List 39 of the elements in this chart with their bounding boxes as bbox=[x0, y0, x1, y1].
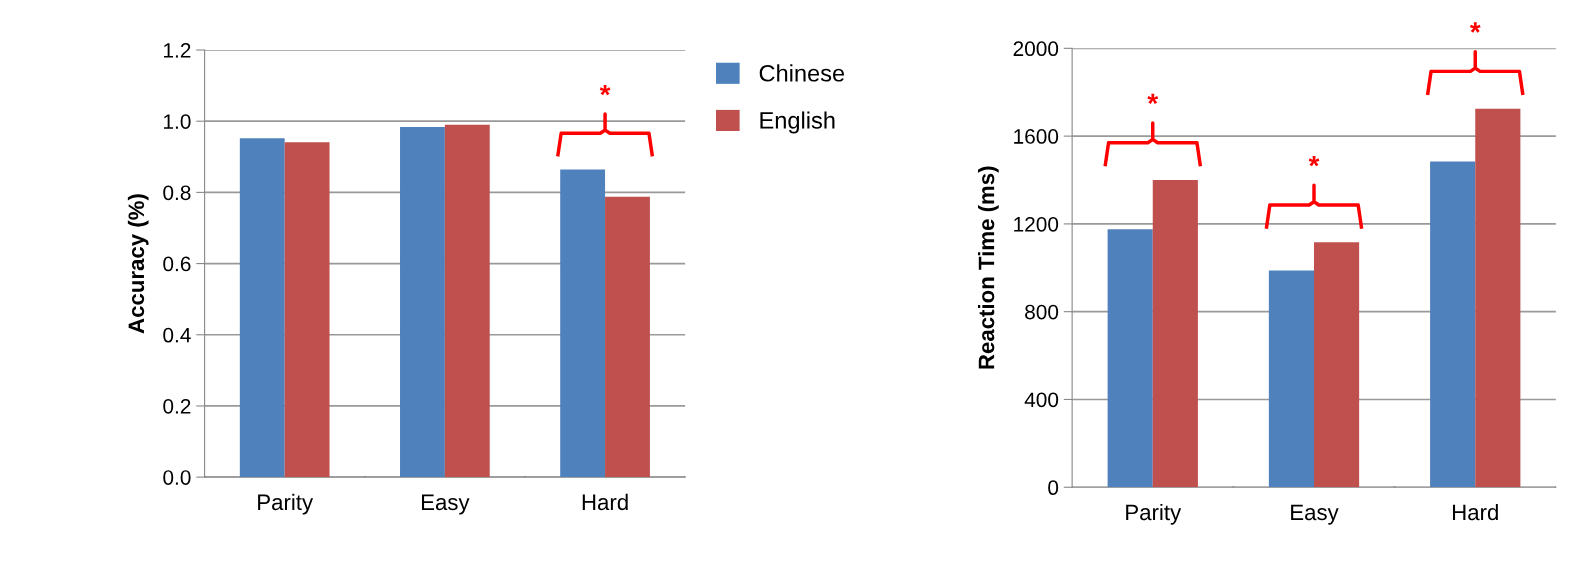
annotation: * bbox=[1147, 93, 1159, 105]
bar bbox=[1152, 180, 1198, 488]
y-tick-label: 1.0 bbox=[164, 114, 191, 129]
y-tick-label: 0.6 bbox=[163, 256, 191, 272]
y-tick-label: 800 bbox=[1025, 304, 1059, 320]
bar bbox=[284, 142, 330, 478]
legend-label: Chinese bbox=[759, 64, 845, 82]
y-tick-label: 1200 bbox=[1014, 216, 1059, 232]
x-tick-label: Parity bbox=[1126, 503, 1182, 525]
y-tick-label: 0.8 bbox=[163, 185, 191, 201]
annotation: * bbox=[1308, 156, 1320, 167]
text: * bbox=[1469, 22, 1481, 33]
x-tick-label: Easy bbox=[1291, 504, 1339, 525]
bar bbox=[605, 196, 650, 478]
bar bbox=[400, 126, 445, 478]
bar bbox=[1430, 161, 1476, 488]
bar bbox=[1107, 229, 1153, 488]
y-axis-title: Accuracy (%) bbox=[127, 194, 149, 334]
y-tick-label: 2000 bbox=[1013, 41, 1059, 57]
legend-label: English bbox=[760, 111, 835, 134]
bar bbox=[1314, 242, 1360, 488]
y-tick-label: 0.0 bbox=[163, 470, 191, 485]
y-axis-title: Reaction Time (ms) bbox=[978, 166, 999, 369]
y-tick-label: 0 bbox=[1048, 480, 1059, 496]
y-tick-label: 1600 bbox=[1014, 129, 1059, 144]
bar bbox=[1268, 270, 1314, 488]
annotation: * bbox=[599, 84, 611, 96]
y-tick-label: 0.4 bbox=[163, 327, 191, 343]
x-tick-label: Hard bbox=[1452, 503, 1498, 521]
y-tick-label: 1.2 bbox=[164, 43, 191, 58]
bar bbox=[239, 138, 285, 478]
y-tick-label: 400 bbox=[1024, 392, 1059, 408]
x-tick-label: Easy bbox=[421, 494, 470, 515]
x-tick-label: Parity bbox=[258, 493, 314, 515]
bar bbox=[560, 169, 606, 478]
x-tick-label: Hard bbox=[582, 493, 628, 511]
bar bbox=[444, 124, 490, 478]
y-tick-label: 0.2 bbox=[163, 398, 191, 414]
bar bbox=[1475, 108, 1521, 488]
